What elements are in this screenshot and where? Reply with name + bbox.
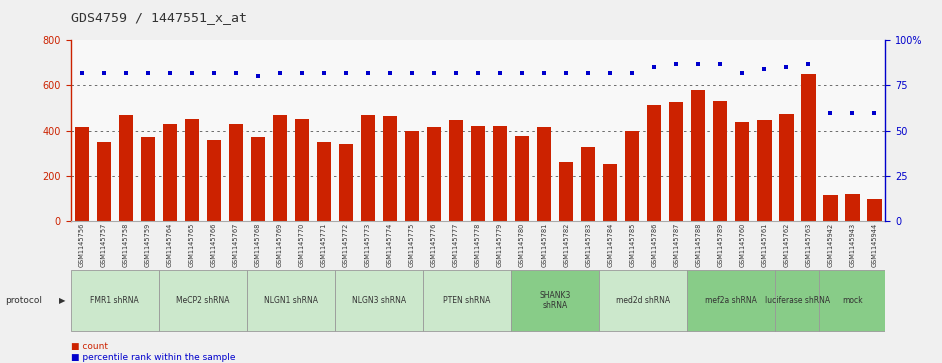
Bar [599, 270, 688, 331]
Point [228, 70, 243, 76]
Point [96, 70, 111, 76]
Point [272, 70, 287, 76]
Point [470, 70, 485, 76]
Point [448, 70, 463, 76]
Point [801, 61, 816, 66]
Bar [868, 199, 882, 221]
Bar [163, 124, 177, 221]
Bar [251, 138, 265, 221]
Point [317, 70, 332, 76]
Point [647, 64, 662, 70]
Bar [820, 270, 885, 331]
Bar [845, 194, 860, 221]
Point [669, 61, 684, 66]
Bar [669, 102, 684, 221]
Point [690, 61, 706, 66]
Bar [272, 115, 287, 221]
Bar [493, 126, 507, 221]
Point [713, 61, 728, 66]
Text: MeCP2 shRNA: MeCP2 shRNA [176, 296, 230, 305]
Bar [559, 163, 574, 221]
Point [338, 70, 353, 76]
Bar [317, 142, 331, 221]
Bar [647, 105, 661, 221]
Point [404, 70, 419, 76]
Point [294, 70, 309, 76]
Text: PTEN shRNA: PTEN shRNA [444, 296, 491, 305]
Bar [515, 136, 529, 221]
Point [514, 70, 529, 76]
Text: med2d shRNA: med2d shRNA [616, 296, 671, 305]
Point [185, 70, 200, 76]
Point [823, 110, 838, 115]
Text: mef2a shRNA: mef2a shRNA [706, 296, 757, 305]
Bar [713, 101, 727, 221]
Text: protocol: protocol [5, 296, 41, 305]
Bar [779, 114, 793, 221]
Point [206, 70, 221, 76]
Point [580, 70, 595, 76]
Text: NLGN3 shRNA: NLGN3 shRNA [352, 296, 406, 305]
Bar [603, 164, 617, 221]
Bar [159, 270, 247, 331]
Point [251, 73, 266, 79]
Bar [74, 127, 89, 221]
Point [537, 70, 552, 76]
Bar [735, 122, 750, 221]
Text: NLGN1 shRNA: NLGN1 shRNA [264, 296, 317, 305]
Bar [427, 127, 441, 221]
Point [427, 70, 442, 76]
Bar [625, 131, 640, 221]
Point [735, 70, 750, 76]
Bar [361, 115, 375, 221]
Point [74, 70, 89, 76]
Point [779, 64, 794, 70]
Text: ▶: ▶ [59, 296, 66, 305]
Bar [471, 126, 485, 221]
Text: SHANK3
shRNA: SHANK3 shRNA [540, 291, 571, 310]
Bar [382, 116, 398, 221]
Point [625, 70, 640, 76]
Bar [405, 131, 419, 221]
Point [493, 70, 508, 76]
Bar [119, 115, 133, 221]
Point [382, 70, 398, 76]
Bar [802, 74, 816, 221]
Bar [335, 270, 423, 331]
Bar [823, 195, 837, 221]
Text: luciferase shRNA: luciferase shRNA [765, 296, 830, 305]
Point [603, 70, 618, 76]
Bar [339, 144, 353, 221]
Point [162, 70, 177, 76]
Point [867, 110, 882, 115]
Bar [206, 140, 221, 221]
Bar [688, 270, 775, 331]
Bar [295, 119, 309, 221]
Point [845, 110, 860, 115]
Bar [185, 119, 199, 221]
Bar [757, 121, 771, 221]
Point [756, 66, 771, 72]
Text: GDS4759 / 1447551_x_at: GDS4759 / 1447551_x_at [71, 11, 247, 24]
Text: ■ count: ■ count [71, 342, 107, 351]
Text: FMR1 shRNA: FMR1 shRNA [90, 296, 139, 305]
Bar [71, 270, 159, 331]
Bar [775, 270, 820, 331]
Point [559, 70, 574, 76]
Bar [512, 270, 599, 331]
Bar [691, 90, 706, 221]
Bar [96, 142, 111, 221]
Point [118, 70, 133, 76]
Bar [581, 147, 595, 221]
Bar [140, 138, 154, 221]
Bar [449, 121, 463, 221]
Bar [247, 270, 335, 331]
Point [140, 70, 155, 76]
Text: ■ percentile rank within the sample: ■ percentile rank within the sample [71, 353, 236, 362]
Text: mock: mock [842, 296, 863, 305]
Bar [537, 127, 551, 221]
Point [361, 70, 376, 76]
Bar [423, 270, 512, 331]
Bar [229, 124, 243, 221]
